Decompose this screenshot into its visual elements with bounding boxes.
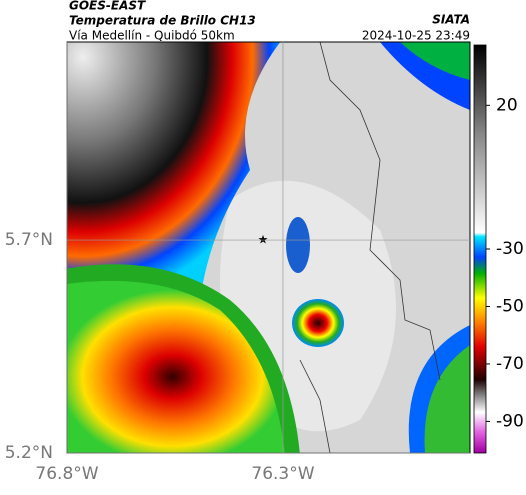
product: Temperatura de Brillo CH13 xyxy=(69,14,256,28)
city-marker: ★ xyxy=(258,233,269,247)
lon-tick-label: 76.8°W xyxy=(35,464,98,484)
colorbar-tick-label: -70 xyxy=(496,354,524,374)
lat-tick-label: 5.7°N xyxy=(5,230,53,250)
satellite: GOES-EAST xyxy=(69,0,146,13)
colorbar-tick-label: 20 xyxy=(496,95,518,115)
imagery: ★ xyxy=(67,42,470,453)
colorbar-tick-label: -50 xyxy=(496,296,524,316)
colorbar-tick-label: -90 xyxy=(496,411,524,431)
lat-tick-label: 5.2°N xyxy=(5,443,53,463)
colorbar xyxy=(473,44,487,454)
colorbar-tick-label: -30 xyxy=(496,239,524,259)
region: Vía Medellín - Quibdó 50km xyxy=(69,29,235,43)
lon-tick-label: 76.3°W xyxy=(251,464,314,484)
datetime: 2024-10-25 23:49 xyxy=(362,29,470,43)
source: SIATA xyxy=(432,13,470,27)
